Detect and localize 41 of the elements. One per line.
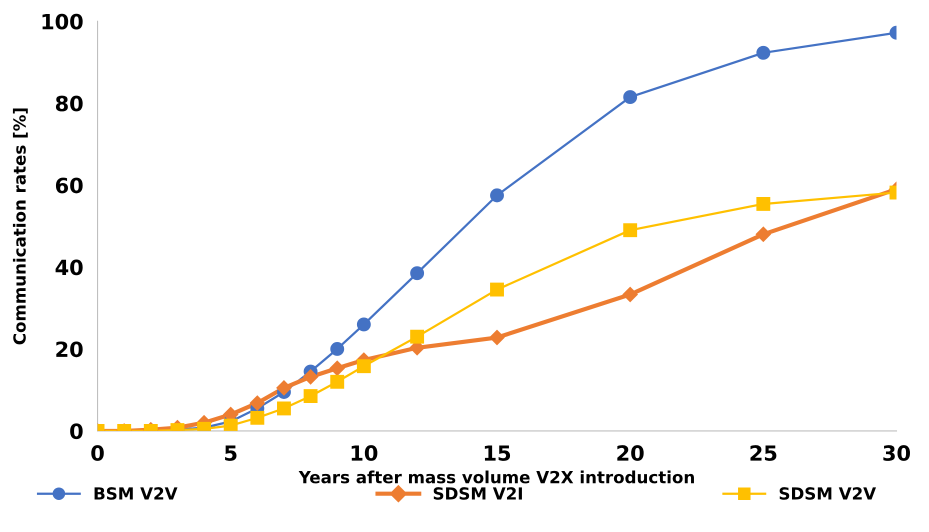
- x-tick-label: 30: [883, 445, 910, 461]
- legend-label: BSM V2V: [94, 487, 178, 500]
- x-tick-label: 0: [91, 445, 104, 461]
- point: [250, 410, 264, 425]
- point: [330, 360, 345, 376]
- x-tick-label: 5: [225, 445, 236, 461]
- y-axis-title: Communication rates [%]: [12, 108, 28, 344]
- point: [489, 330, 505, 346]
- y-tick-label: 60: [56, 178, 83, 194]
- y-tick-label: 40: [56, 260, 83, 276]
- x-tick-label: 10: [352, 445, 378, 461]
- legend-label: SDSM V2I: [434, 487, 522, 500]
- point: [410, 330, 424, 344]
- point: [356, 359, 371, 374]
- x-tick-label: 25: [750, 445, 776, 461]
- point: [490, 282, 504, 297]
- x-tick-label: 20: [617, 445, 644, 461]
- y-tick-label: 80: [56, 96, 83, 112]
- point: [224, 418, 238, 431]
- x-axis-title: Years after mass volume V2X introduction: [298, 470, 694, 484]
- point: [410, 266, 424, 280]
- point: [276, 380, 292, 396]
- point: [277, 401, 291, 416]
- point: [330, 374, 344, 389]
- point: [356, 317, 371, 332]
- y-tick-label: 100: [42, 14, 83, 30]
- point: [330, 342, 344, 356]
- y-tick-label: 20: [56, 341, 83, 358]
- point: [622, 286, 638, 302]
- point: [623, 223, 638, 238]
- point: [623, 90, 638, 104]
- point: [250, 395, 265, 411]
- legend-label: SDSM V2V: [780, 487, 876, 500]
- point: [756, 46, 770, 60]
- point: [756, 197, 770, 211]
- point: [490, 188, 504, 202]
- point: [304, 389, 318, 404]
- point: [303, 369, 318, 384]
- x-tick-label: 15: [484, 445, 510, 461]
- y-tick-label: 0: [70, 423, 83, 440]
- point: [756, 226, 771, 242]
